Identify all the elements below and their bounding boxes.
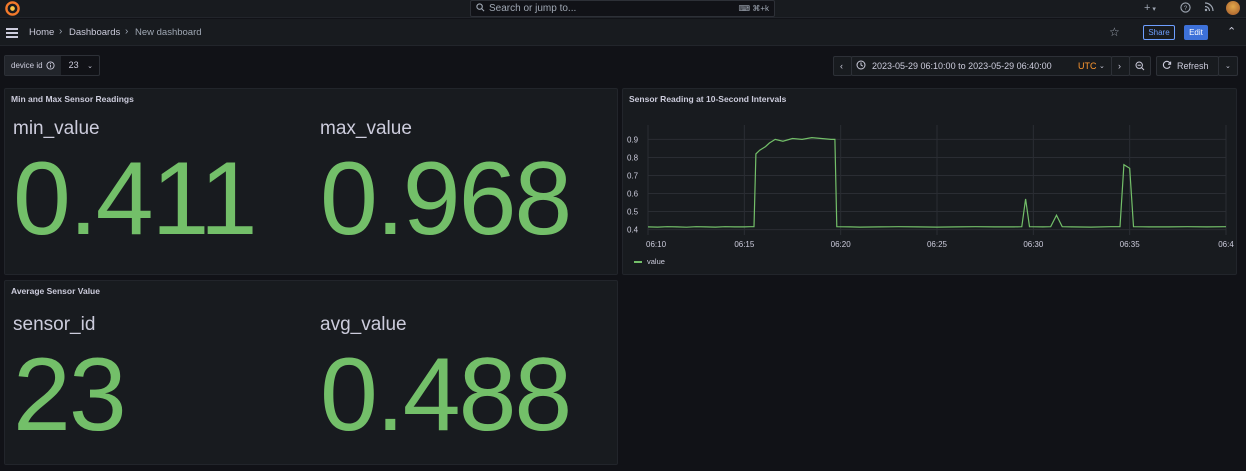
- stat-label: max_value: [320, 118, 412, 139]
- legend-swatch: [634, 260, 642, 263]
- grafana-logo-icon[interactable]: [5, 1, 20, 16]
- time-forward-button[interactable]: ›: [1111, 56, 1130, 76]
- panel-title: Sensor Reading at 10-Second Intervals: [629, 94, 787, 104]
- breadcrumb-current: New dashboard: [135, 27, 202, 38]
- timezone-label: UTC: [1078, 61, 1097, 71]
- nav-bar: Home › Dashboards › New dashboard ☆ Shar…: [0, 19, 1246, 46]
- y-tick-label: 0.9: [627, 135, 639, 144]
- timeseries-chart[interactable]: 0.4 0.5 0.6 0.7 0.8 0.9 06:10 06:15 06:20 06:25 06…: [623, 89, 1238, 276]
- x-tick-label: 06:10: [646, 240, 667, 249]
- stat-value: 0.968: [320, 141, 572, 257]
- stat-value: 0.411: [13, 141, 258, 257]
- avatar[interactable]: [1226, 1, 1240, 15]
- search-placeholder: Search or jump to...: [489, 3, 577, 14]
- edit-button[interactable]: Edit: [1184, 25, 1208, 40]
- chevron-right-icon: ›: [59, 26, 63, 37]
- panel-average: Average Sensor Value sensor_id 23 avg_va…: [4, 280, 618, 465]
- info-icon: [46, 61, 55, 70]
- series-line-value: [647, 136, 1227, 228]
- time-range-picker[interactable]: 2023-05-29 06:10:00 to 2023-05-29 06:40:…: [851, 56, 1112, 76]
- x-tick-label: 06:25: [927, 240, 948, 249]
- stat-value: 23: [13, 337, 127, 453]
- refresh-interval-button[interactable]: ⌄: [1218, 56, 1238, 76]
- search-shortcut: ⌨ ⌘+k: [738, 4, 769, 13]
- time-back-button[interactable]: ‹: [833, 56, 852, 76]
- refresh-icon: [1162, 60, 1172, 72]
- star-icon[interactable]: ☆: [1109, 25, 1120, 39]
- x-tick-label: 06:30: [1023, 240, 1044, 249]
- refresh-label: Refresh: [1177, 61, 1209, 71]
- x-tick-label: 06:35: [1120, 240, 1141, 249]
- refresh-button[interactable]: Refresh: [1156, 56, 1219, 76]
- help-icon[interactable]: ?: [1180, 2, 1191, 16]
- panel-timeseries: Sensor Reading at 10-Second Intervals 0.…: [622, 88, 1237, 275]
- stat-label: sensor_id: [13, 314, 96, 335]
- search-icon: [476, 3, 485, 15]
- search-input[interactable]: Search or jump to... ⌨ ⌘+k: [470, 0, 775, 17]
- chevron-right-icon: ›: [1118, 61, 1121, 71]
- y-tick-label: 0.8: [627, 153, 639, 162]
- stat-value: 0.488: [320, 337, 572, 453]
- breadcrumb-home[interactable]: Home: [29, 27, 55, 38]
- chevron-right-icon: ›: [125, 26, 129, 37]
- variable-label: device id: [5, 56, 61, 75]
- panel-title: Min and Max Sensor Readings: [11, 94, 134, 104]
- y-tick-label: 0.7: [627, 171, 639, 180]
- y-tick-label: 0.6: [627, 190, 639, 199]
- chevron-left-icon: ‹: [840, 61, 843, 71]
- variable-select[interactable]: 23 ⌄: [68, 60, 93, 70]
- share-button[interactable]: Share: [1143, 25, 1175, 40]
- clock-icon: [856, 60, 866, 72]
- legend-label: value: [647, 257, 665, 266]
- x-tick-label: 06:4: [1218, 240, 1234, 249]
- svg-text:?: ?: [1184, 5, 1188, 12]
- x-tick-label: 06:15: [734, 240, 755, 249]
- chevron-down-icon: ⌄: [1225, 63, 1231, 70]
- stat-label: avg_value: [320, 314, 407, 335]
- plus-icon[interactable]: + ▾: [1144, 2, 1156, 14]
- chart-legend[interactable]: value: [634, 257, 665, 266]
- variable-picker: device id 23 ⌄: [4, 55, 100, 76]
- rss-icon[interactable]: [1204, 2, 1214, 15]
- stat-label: min_value: [13, 118, 100, 139]
- x-tick-label: 06:20: [831, 240, 852, 249]
- y-tick-label: 0.4: [627, 226, 639, 235]
- panel-title: Average Sensor Value: [11, 286, 100, 296]
- chevron-down-icon: ⌄: [87, 63, 93, 70]
- y-tick-label: 0.5: [627, 208, 639, 217]
- chevron-up-icon[interactable]: ⌃: [1227, 26, 1237, 38]
- menu-icon[interactable]: [6, 28, 18, 38]
- time-range-text: 2023-05-29 06:10:00 to 2023-05-29 06:40:…: [872, 61, 1052, 71]
- chevron-down-icon: ⌄: [1099, 63, 1105, 70]
- breadcrumb-dashboards[interactable]: Dashboards: [69, 27, 121, 38]
- panel-min-max: Min and Max Sensor Readings min_value 0.…: [4, 88, 618, 275]
- zoom-out-button[interactable]: [1129, 56, 1151, 76]
- zoom-out-icon: [1135, 61, 1145, 73]
- top-bar: Search or jump to... ⌨ ⌘+k + ▾ ?: [0, 0, 1246, 18]
